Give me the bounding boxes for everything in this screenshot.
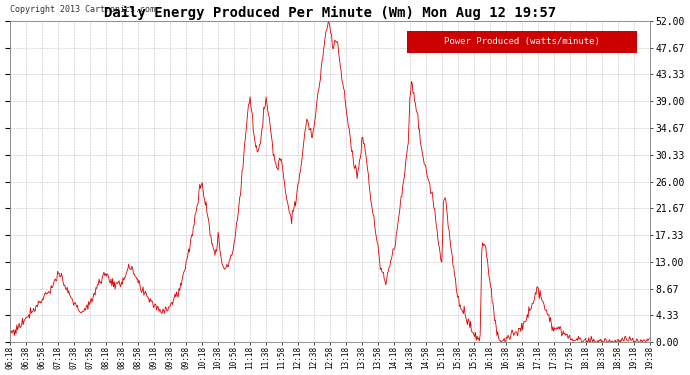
Title: Daily Energy Produced Per Minute (Wm) Mon Aug 12 19:57: Daily Energy Produced Per Minute (Wm) Mo… [104,6,556,20]
Text: Copyright 2013 Cartronics.com: Copyright 2013 Cartronics.com [10,6,155,15]
